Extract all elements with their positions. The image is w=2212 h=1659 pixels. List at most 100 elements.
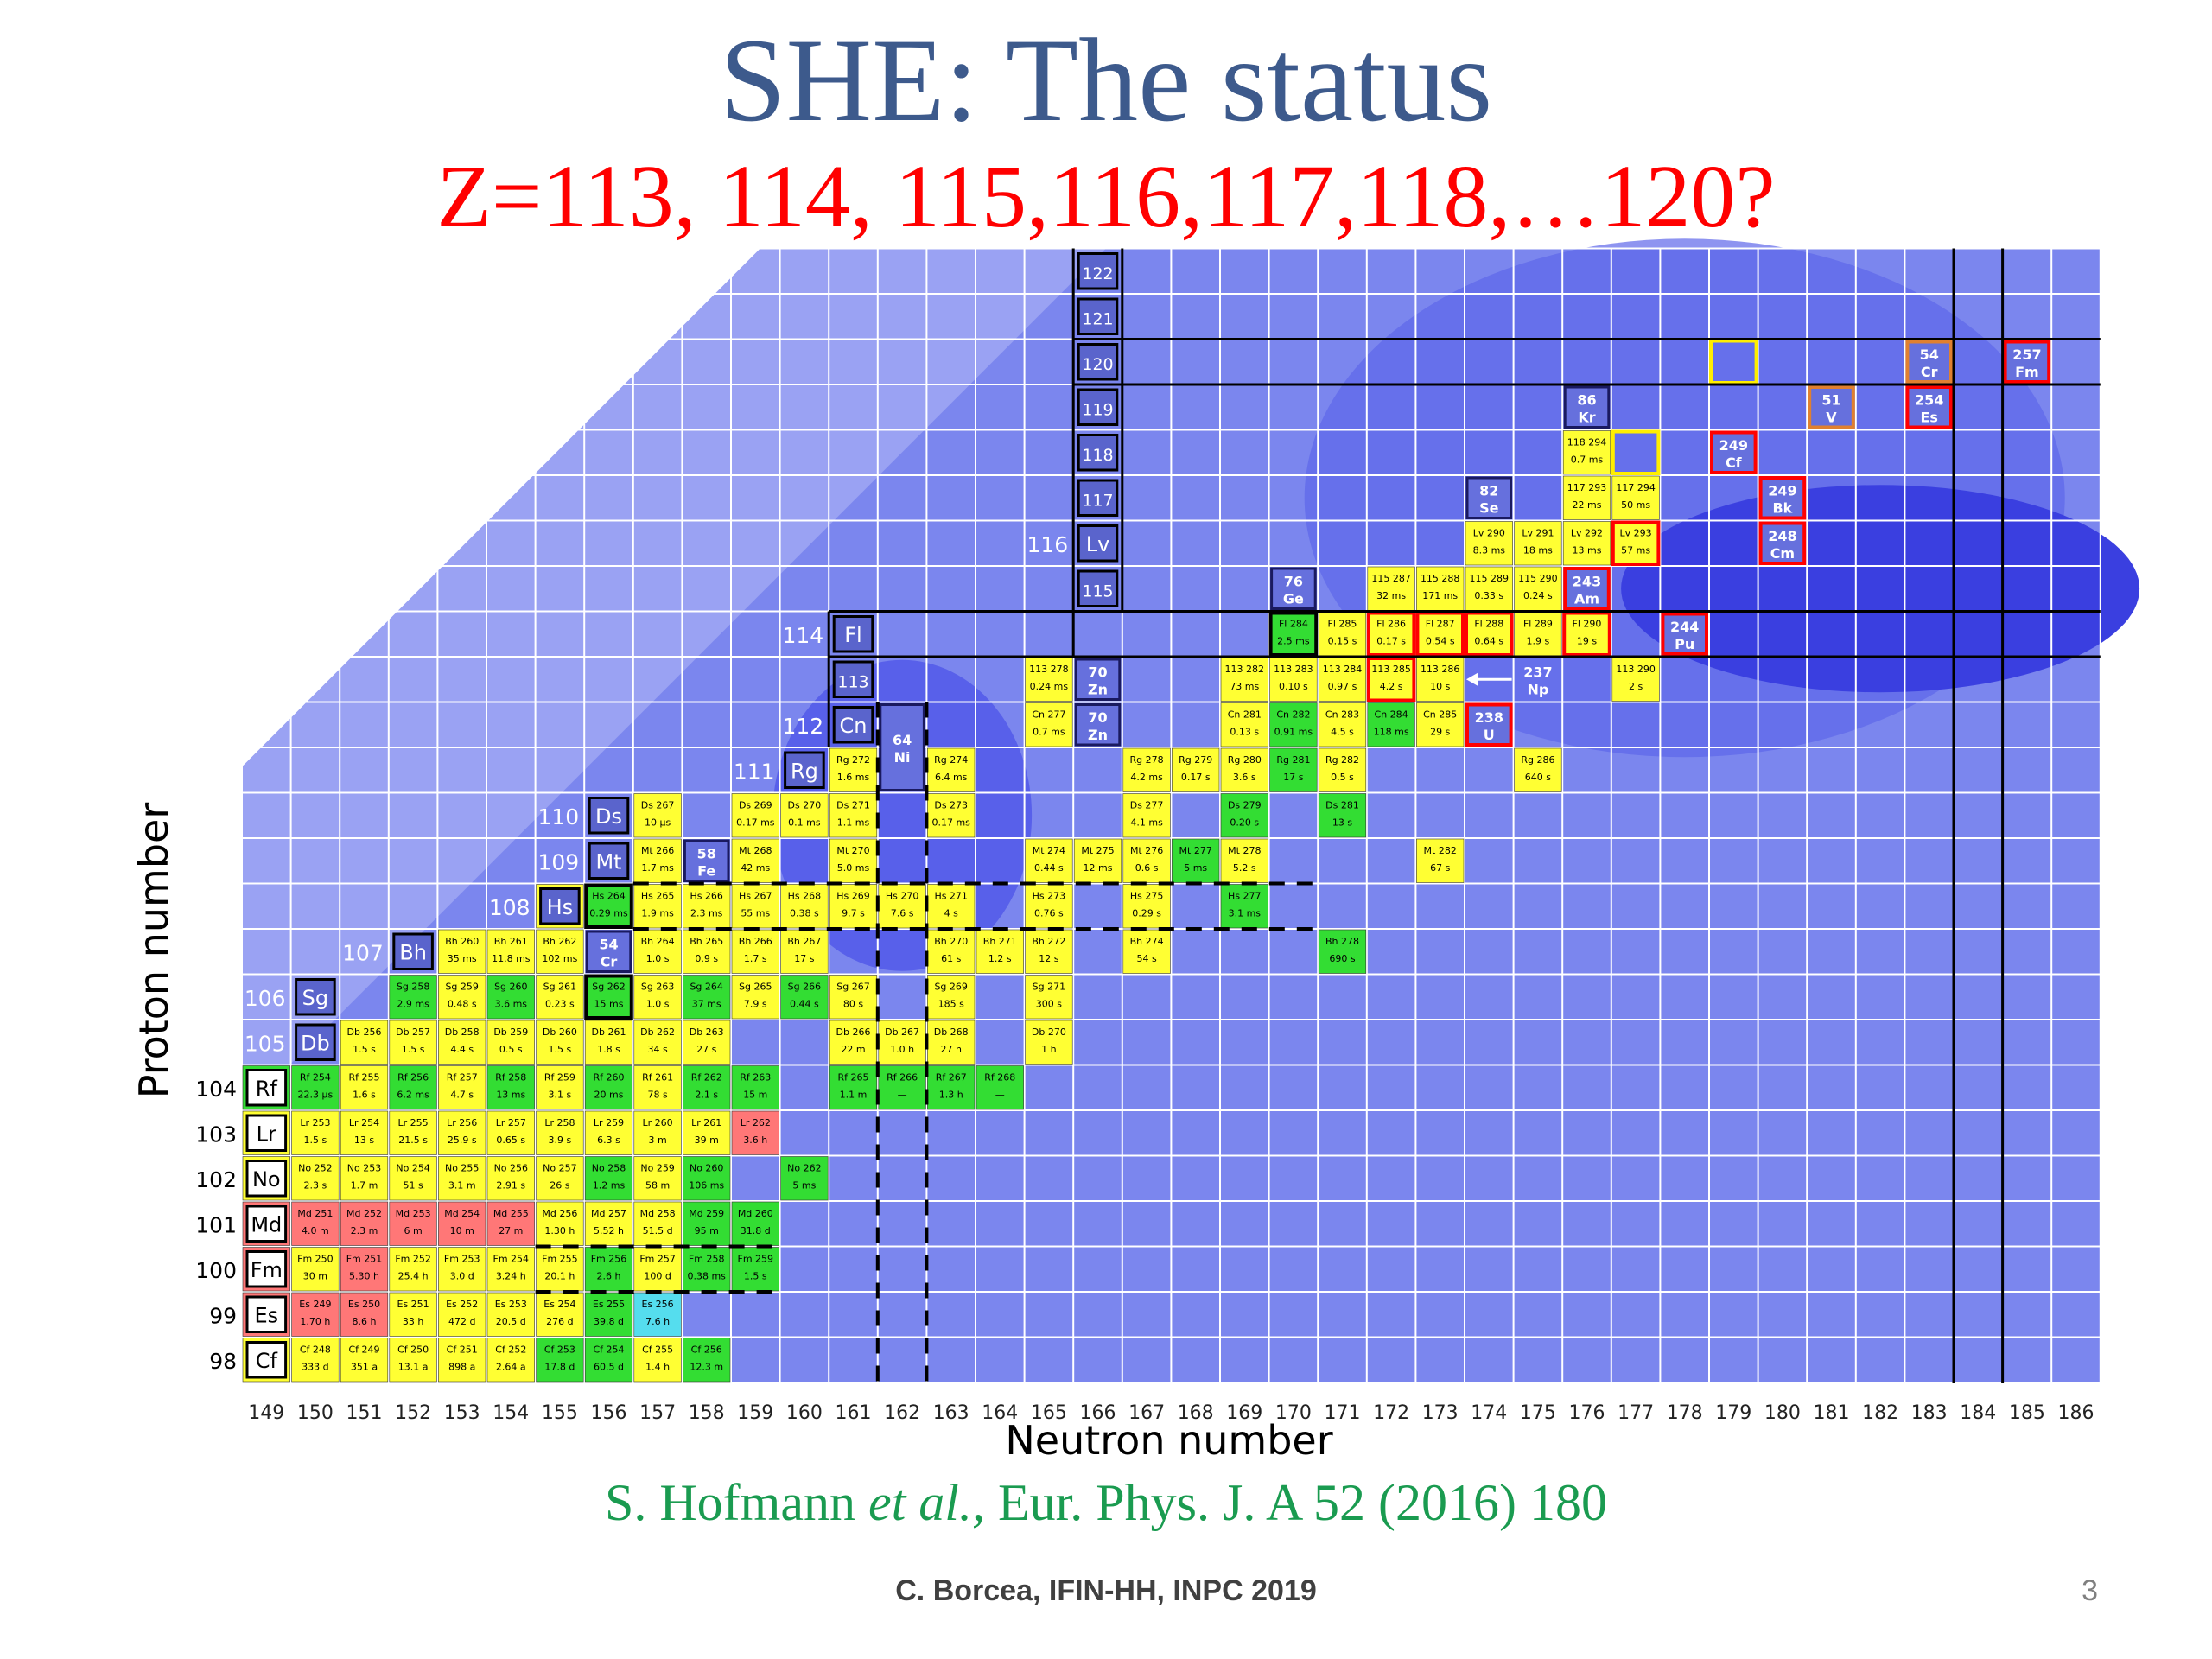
nuclide-halflife: 12 ms [1084, 862, 1113, 874]
nuclide-cell [536, 1338, 584, 1382]
nuclide-halflife: 57 ms [1621, 545, 1650, 556]
element-symbol: Ds [595, 804, 622, 829]
nuclide-isotope: 115 289 [1470, 573, 1510, 584]
x-tick-label: 180 [1764, 1402, 1801, 1424]
nuclide-halflife: 11.8 ms [492, 953, 531, 964]
nuclide-isotope: Db 267 [885, 1027, 919, 1038]
nuclide-halflife: 0.17 s [1181, 772, 1211, 783]
proton-number-label: 112 [782, 714, 823, 739]
nuclide-cell [340, 1338, 389, 1382]
nuclide-halflife: 0.17 ms [931, 817, 970, 829]
nuclide-halflife: 0.65 s [496, 1135, 525, 1146]
nuclide-isotope: Fm 250 [297, 1254, 334, 1265]
nuclide-isotope: Rg 281 [1276, 754, 1310, 766]
nuclide-cell [1025, 975, 1073, 1020]
nuclide-halflife: 0.5 s [1331, 772, 1354, 783]
nuclide-halflife: 0.38 ms [687, 1271, 726, 1282]
nuclide-cell [731, 884, 779, 929]
nuclide-halflife: 0.97 s [1328, 681, 1357, 692]
projectile-symbol: Kr [1578, 409, 1595, 425]
nuclide-isotope: Es 253 [495, 1299, 527, 1310]
element-symbol: Mt [595, 849, 621, 874]
nuclide-cell [1465, 566, 1513, 611]
nuclide-halflife: 276 d [546, 1316, 573, 1327]
nuclide-cell [683, 1020, 731, 1065]
nuclide-cell [780, 1156, 829, 1201]
nuclide-isotope: Lv 293 [1620, 528, 1652, 539]
proton-number-label: 111 [734, 759, 775, 784]
nuclide-halflife: 7.9 s [744, 999, 767, 1010]
nuclide-halflife: 185 s [938, 999, 964, 1010]
nuclide-halflife: 10 m [450, 1225, 474, 1236]
nuclide-cell [291, 1338, 340, 1382]
nuclide-isotope: 113 282 [1225, 664, 1265, 675]
target-symbol: Am [1574, 590, 1599, 607]
nuclide-halflife: 37 ms [692, 999, 721, 1010]
element-symbol: Sg [302, 986, 328, 1010]
nuclide-isotope: Fl 289 [1523, 619, 1553, 630]
nuclide-isotope: Cf 253 [544, 1344, 575, 1356]
nuclide-cell [1416, 657, 1465, 702]
nuclide-isotope: Rf 257 [447, 1072, 478, 1084]
nuclide-halflife: 35 ms [448, 953, 477, 964]
target-box [1808, 385, 1855, 429]
projectile-symbol: Fe [697, 862, 715, 879]
nuclide-halflife: 29 s [1430, 727, 1450, 738]
nuclide-halflife: 351 a [351, 1362, 378, 1373]
nuclide-cell [1122, 793, 1171, 838]
nuclide-cell [438, 1020, 486, 1065]
nuclide-halflife: 4.2 ms [1130, 772, 1163, 783]
nuclide-cell [1318, 702, 1367, 747]
target-mass: 54 [1920, 346, 1939, 363]
nuclide-cell [340, 1247, 389, 1292]
nuclide-isotope: Cn 277 [1032, 709, 1065, 721]
target-mass: 249 [1719, 437, 1748, 454]
nuclide-cell [584, 1020, 633, 1065]
nuclide-isotope: No 260 [690, 1163, 723, 1174]
x-tick-label: 186 [2058, 1402, 2094, 1424]
proton-number-label: 106 [245, 986, 286, 1011]
element-box [392, 932, 434, 970]
nuclide-isotope: Hs 270 [886, 891, 919, 902]
nuclide-halflife: 2.6 h [597, 1271, 621, 1282]
nuclide-cell [1025, 884, 1073, 929]
nuclide-isotope: Cn 285 [1423, 709, 1457, 721]
np-arrow-head [1466, 672, 1478, 687]
nuclide-halflife: 0.44 s [790, 999, 819, 1010]
nuclide-halflife: 1.9 s [1527, 636, 1550, 647]
projectile-mass: 58 [697, 845, 716, 861]
nuclide-halflife: 0.7 ms [1571, 454, 1604, 466]
element-symbol: 121 [1082, 309, 1113, 328]
nuclide-isotope: Lv 291 [1522, 528, 1554, 539]
nuclide-halflife: 2.64 a [496, 1362, 526, 1373]
nuclide-cell [389, 1156, 437, 1201]
x-tick-label: 161 [836, 1402, 872, 1424]
nuclide-halflife: 18 ms [1523, 545, 1553, 556]
nuclide-cell [486, 1247, 535, 1292]
nuclide-cell [389, 1201, 437, 1246]
nuclide-cell [878, 884, 926, 929]
element-box [539, 887, 581, 925]
nuclide-halflife: 10 s [1430, 681, 1450, 692]
nuclide-halflife: 0.1 ms [788, 817, 821, 829]
nuclide-cell [584, 1201, 633, 1246]
nuclide-isotope: Hs 273 [1033, 891, 1066, 902]
nuclide-halflife: 26 s [550, 1180, 569, 1192]
proton-number-label: 101 [195, 1212, 237, 1237]
nuclide-cell [731, 1065, 779, 1110]
nuclide-halflife: 2.91 s [496, 1180, 525, 1192]
nuclide-isotope: Cn 283 [1325, 709, 1359, 721]
nuclide-cell [389, 1110, 437, 1155]
nuclide-halflife: 0.13 s [1230, 727, 1259, 738]
nuclide-isotope: Db 258 [445, 1027, 480, 1038]
nuclide-isotope: Rf 266 [887, 1072, 918, 1084]
nuclide-isotope: Ds 277 [1130, 800, 1164, 811]
nuclide-halflife: 0.29 s [1132, 908, 1161, 919]
nuclide-cell [1269, 702, 1318, 747]
x-tick-label: 171 [1325, 1402, 1361, 1424]
nuclide-isotope: Es 252 [446, 1299, 478, 1310]
nuclide-halflife: 20.5 d [496, 1316, 526, 1327]
nuclide-halflife: 1.5 s [549, 1044, 572, 1055]
target-symbol: Cm [1770, 545, 1795, 562]
highlight-box [1465, 611, 1514, 657]
